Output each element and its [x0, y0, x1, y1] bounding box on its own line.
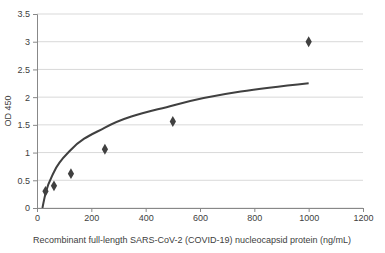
- tick: 600: [193, 208, 208, 223]
- grid-line: [37, 180, 363, 181]
- tick: 3: [25, 37, 37, 47]
- tick: 0.5: [17, 176, 37, 186]
- grid-line: [37, 41, 363, 42]
- tick-label: 0: [25, 203, 30, 213]
- tick-mark: [33, 97, 37, 98]
- tick: 2: [25, 93, 37, 103]
- point: [306, 36, 312, 47]
- tick: 1.5: [17, 120, 37, 130]
- point: [68, 168, 74, 179]
- chart: 0 200 400 600 800 1000 1200 0 0.5 1 1.5 2 2.5 3 3.5 Rec…: [0, 0, 385, 253]
- grid-line: [37, 14, 363, 15]
- tick-label: 1200: [353, 213, 373, 223]
- tick-mark: [146, 208, 147, 212]
- tick-mark: [33, 153, 37, 154]
- tick-mark: [33, 125, 37, 126]
- tick-label: 2: [25, 93, 30, 103]
- tick: 0: [25, 203, 37, 213]
- trend-line: [42, 83, 308, 208]
- tick: 1: [25, 148, 37, 158]
- tick-label: 400: [139, 213, 154, 223]
- tick-mark: [33, 14, 37, 15]
- axis-line: [38, 209, 364, 213]
- tick-mark: [363, 208, 364, 212]
- tick: 2.5: [17, 65, 37, 75]
- tick: 800: [247, 208, 262, 223]
- tick-mark: [254, 208, 255, 212]
- tick: 1200: [353, 208, 373, 223]
- tick-label: 1.5: [17, 120, 30, 130]
- tick-label: 0: [35, 213, 40, 223]
- tick-label: 800: [247, 213, 262, 223]
- grid-line: [37, 152, 363, 153]
- point: [170, 116, 176, 127]
- tick: 1000: [299, 208, 319, 223]
- tick-mark: [33, 42, 37, 43]
- tick-label: 600: [193, 213, 208, 223]
- tick-mark: [91, 208, 92, 212]
- point: [51, 180, 57, 191]
- x-axis: 0 200 400 600 800 1000 1200: [35, 208, 374, 223]
- tick-mark: [33, 180, 37, 181]
- tick-label: 2.5: [17, 65, 30, 75]
- tick-label: 0.5: [17, 176, 30, 186]
- point: [102, 144, 108, 155]
- tick-label: 1000: [299, 213, 319, 223]
- tick-label: 200: [84, 213, 99, 223]
- grid: [37, 14, 363, 208]
- grid-line: [37, 124, 363, 125]
- y-axis-title: OD 450: [3, 95, 13, 126]
- tick: 200: [84, 208, 99, 223]
- tick-mark: [309, 208, 310, 212]
- tick: 3.5: [17, 9, 37, 19]
- tick-label: 3: [25, 37, 30, 47]
- axis-line: [33, 15, 38, 209]
- tick-mark: [200, 208, 201, 212]
- y-axis: 0 0.5 1 1.5 2 2.5 3 3.5: [17, 9, 37, 213]
- tick-label: 1: [25, 148, 30, 158]
- tick-mark: [33, 69, 37, 70]
- grid-line: [37, 69, 363, 70]
- grid-line: [37, 97, 363, 98]
- tick-mark: [33, 208, 37, 209]
- tick: 400: [139, 208, 154, 223]
- marks: [42, 36, 311, 208]
- tick-label: 3.5: [17, 9, 30, 19]
- x-axis-title: Recombinant full-length SARS-CoV-2 (COVI…: [33, 235, 351, 245]
- plot: 0 200 400 600 800 1000 1200 0 0.5 1 1.5 2 2.5 3 3.5: [17, 9, 373, 223]
- tick: 0: [35, 208, 40, 223]
